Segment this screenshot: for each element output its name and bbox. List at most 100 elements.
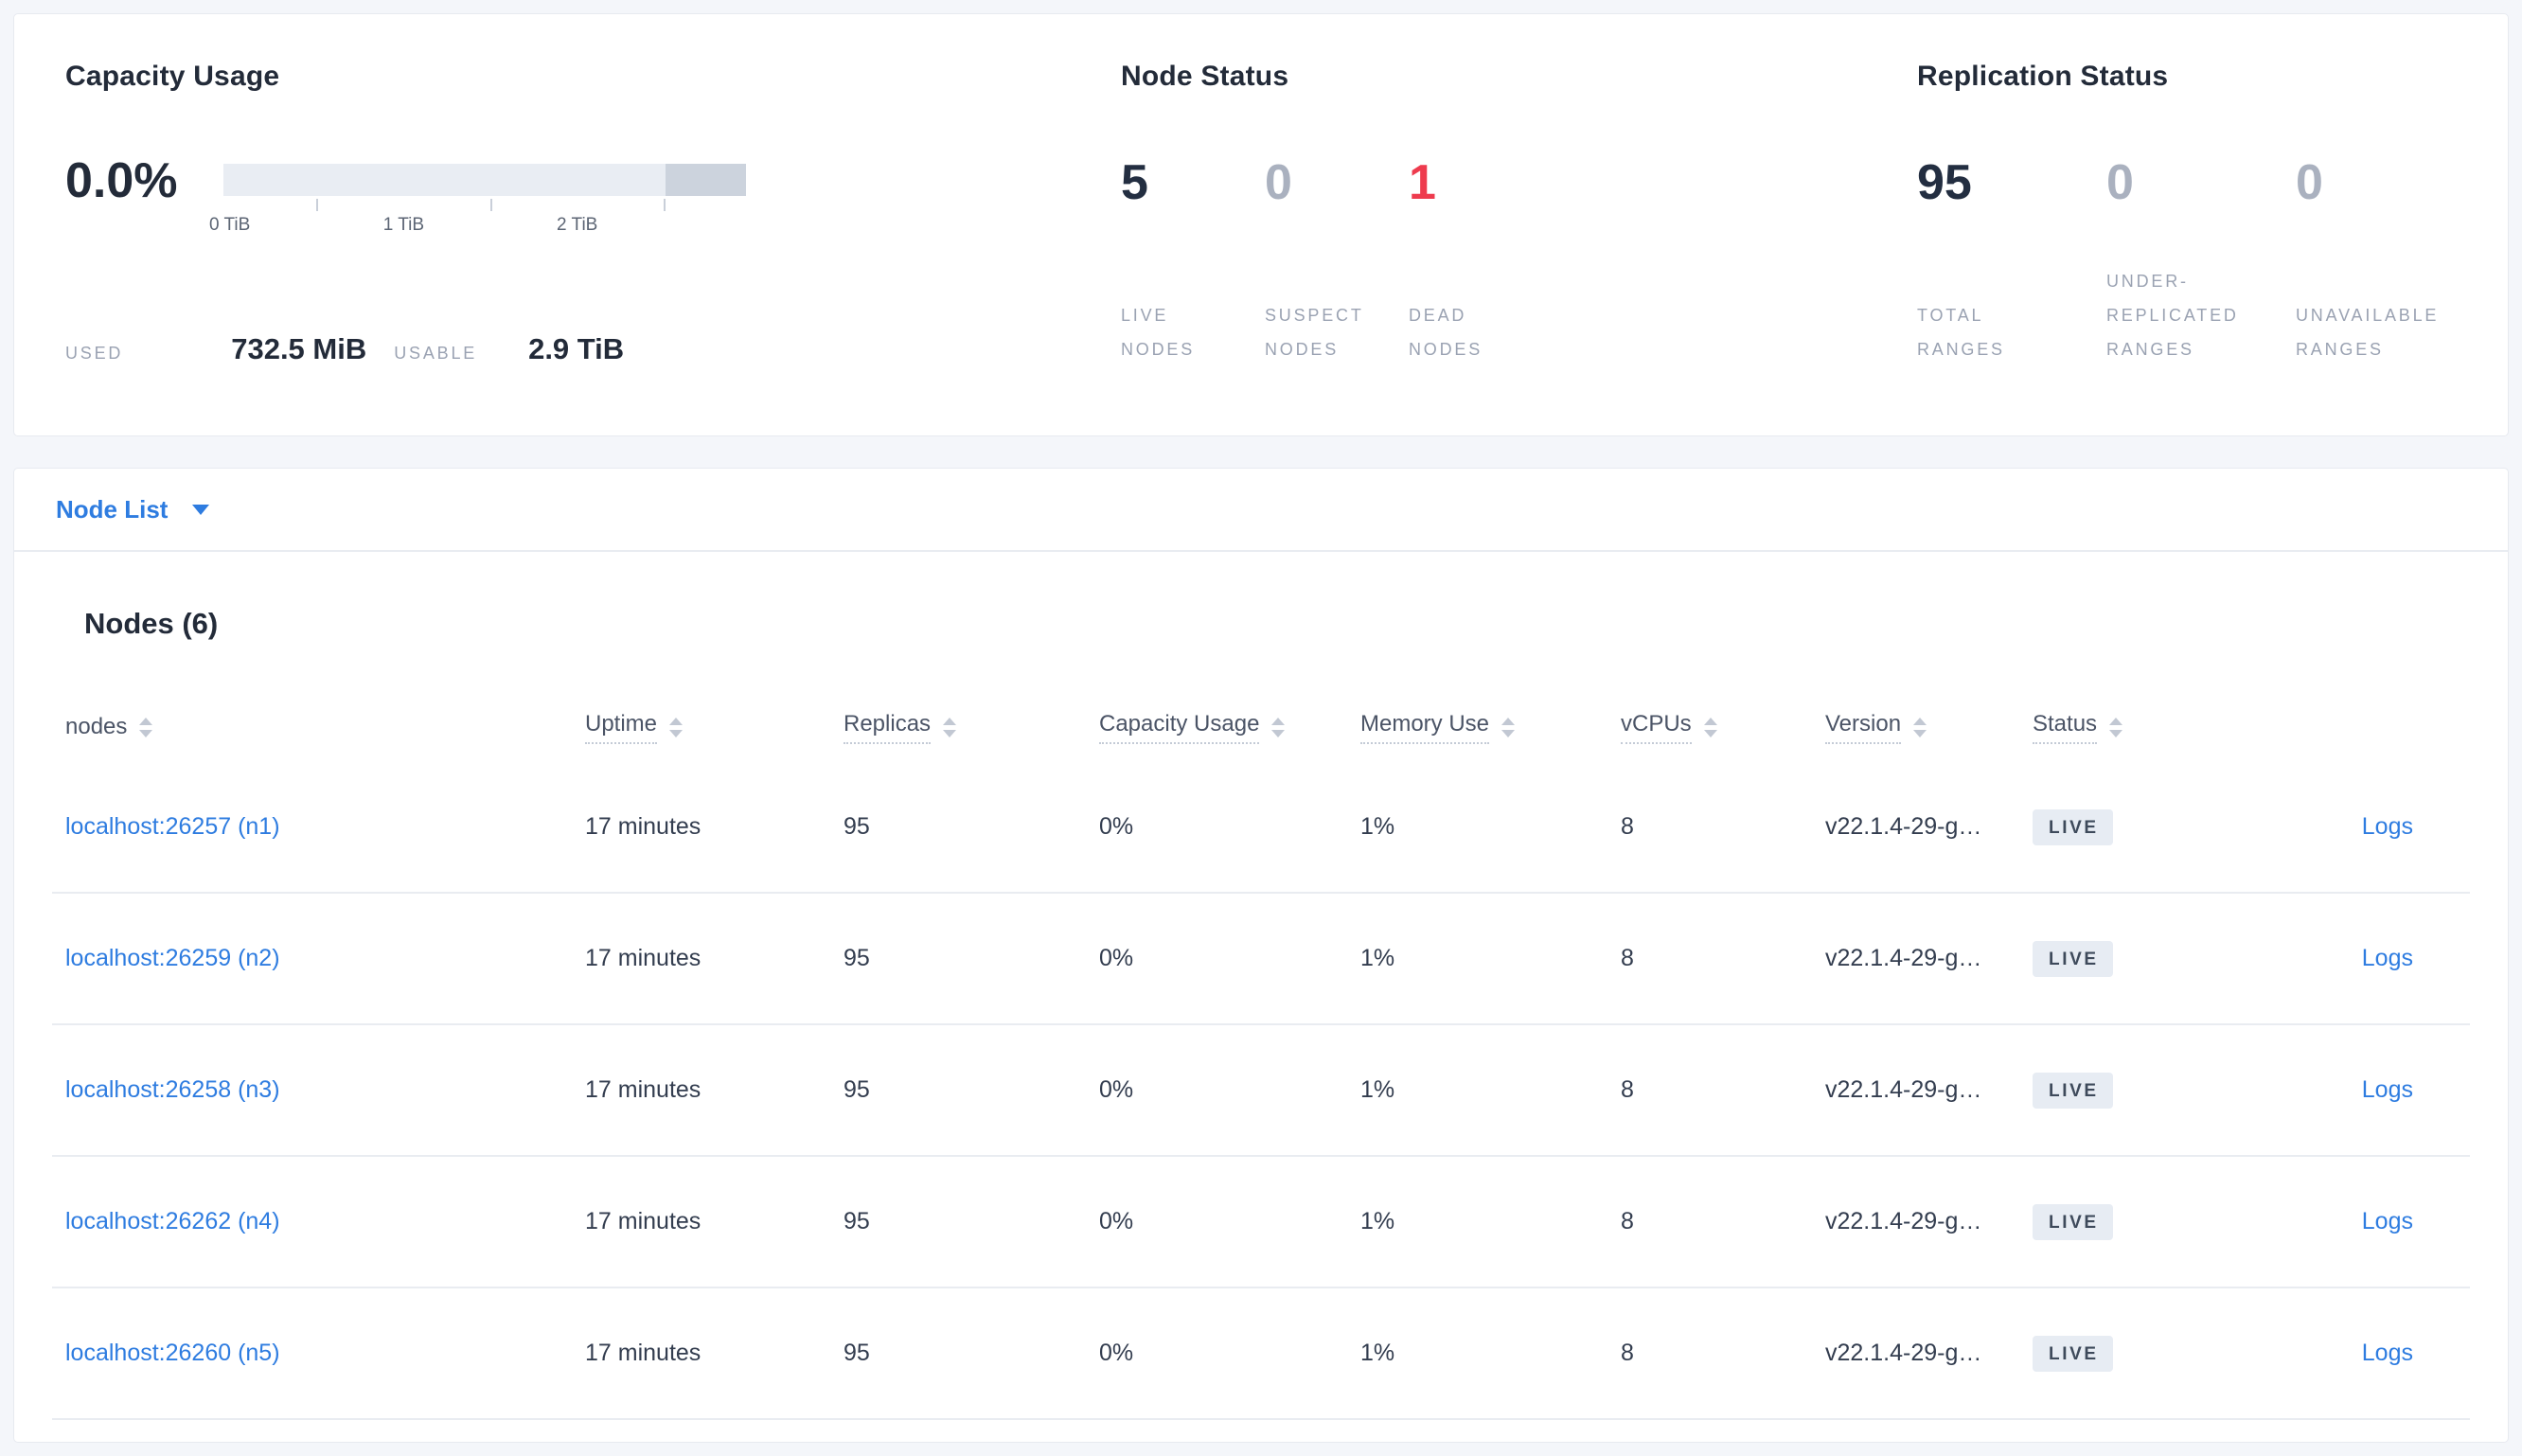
sort-icon[interactable] — [1501, 717, 1516, 737]
used-label: USED — [65, 344, 124, 363]
col-header-vcpus[interactable]: vCPUs — [1621, 711, 1825, 744]
node-cell: localhost:26257 (n1) — [52, 813, 585, 841]
node-cell: localhost:26260 (n5) — [52, 1340, 585, 1367]
version-cell: v22.1.4-29-g… — [1825, 1208, 1982, 1234]
sort-icon[interactable] — [1703, 717, 1717, 737]
sort-icon[interactable] — [1271, 717, 1286, 737]
suspect-nodes-stat: 0 SUSPECT NODES — [1265, 155, 1409, 366]
table-row: localhost:26262 (n4) 17 minutes 95 0% 1%… — [52, 1157, 2470, 1288]
capacity-usage-cell: 0% — [1099, 1076, 1134, 1103]
capacity-gauge: 0.0% 0 TiB 1 TiB 2 TiB — [65, 156, 1121, 245]
vcpus-cell: 8 — [1621, 945, 1634, 971]
status-cell: LIVE — [2033, 940, 2241, 977]
node-link[interactable]: localhost:26257 (n1) — [65, 813, 280, 840]
capacity-usage-cell: 0% — [1099, 813, 1134, 840]
uptime-cell: 17 minutes — [585, 813, 702, 840]
live-nodes-value: 5 — [1121, 155, 1148, 210]
uptime-cell: 17 minutes — [585, 1208, 702, 1234]
axis-tick-label: 1 TiB — [382, 215, 425, 235]
axis-tick — [489, 199, 492, 211]
sort-icon[interactable] — [943, 717, 957, 737]
col-header-capacity-usage[interactable]: Capacity Usage — [1099, 711, 1360, 744]
live-nodes-stat: 5 LIVE NODES — [1121, 155, 1265, 366]
col-label: Capacity Usage — [1099, 711, 1260, 744]
total-ranges-stat: 95 TOTAL RANGES — [1917, 155, 2106, 366]
col-header-replicas[interactable]: Replicas — [844, 711, 1099, 744]
uptime-cell: 17 minutes — [585, 1076, 702, 1103]
chevron-down-icon — [192, 504, 210, 515]
node-cell: localhost:26262 (n4) — [52, 1208, 585, 1235]
col-label: Uptime — [585, 711, 658, 744]
node-status-section: Node Status 5 LIVE NODES 0 SUSPECT NODES… — [1121, 60, 1917, 435]
col-header-nodes[interactable]: nodes — [52, 714, 585, 740]
sort-icon[interactable] — [669, 717, 684, 737]
logs-link[interactable]: Logs — [2361, 1076, 2413, 1103]
col-label: Replicas — [844, 711, 932, 744]
replicas-cell: 95 — [844, 1340, 870, 1366]
status-badge: LIVE — [2033, 808, 2113, 845]
logs-cell: Logs — [2241, 945, 2470, 972]
uptime-cell: 17 minutes — [585, 945, 702, 971]
status-badge: LIVE — [2033, 1335, 2113, 1372]
node-link[interactable]: localhost:26262 (n4) — [65, 1208, 280, 1234]
node-cell: localhost:26259 (n2) — [52, 945, 585, 972]
capacity-bar-track — [223, 164, 746, 196]
col-header-memory-use[interactable]: Memory Use — [1360, 711, 1621, 744]
table-row: localhost:26259 (n2) 17 minutes 95 0% 1%… — [52, 894, 2470, 1025]
logs-link[interactable]: Logs — [2361, 1340, 2413, 1366]
replicas-cell: 95 — [844, 1208, 870, 1234]
col-label: nodes — [65, 714, 128, 739]
dead-nodes-stat: 1 DEAD NODES — [1409, 155, 1553, 366]
capacity-usage-title: Capacity Usage — [65, 61, 280, 92]
under-replicated-ranges-stat: 0 UNDER-REPLICATED RANGES — [2106, 155, 2296, 366]
node-link[interactable]: localhost:26259 (n2) — [65, 945, 280, 971]
live-nodes-label: LIVE NODES — [1121, 306, 1196, 359]
col-label: Status — [2033, 711, 2098, 744]
under-replicated-ranges-label: UNDER-REPLICATED RANGES — [2106, 272, 2239, 359]
vcpus-cell: 8 — [1621, 1340, 1634, 1366]
view-selector-dropdown[interactable]: Node List — [14, 469, 2508, 552]
vcpus-cell: 8 — [1621, 813, 1634, 840]
status-badge: LIVE — [2033, 940, 2113, 977]
table-row: localhost:26260 (n5) 17 minutes 95 0% 1%… — [52, 1288, 2470, 1420]
replication-status-title: Replication Status — [1917, 61, 2169, 92]
logs-link[interactable]: Logs — [2361, 945, 2413, 971]
capacity-used-percent: 0.0% — [65, 153, 178, 208]
nodes-table: nodes Uptime Replicas Capacity Usage Mem… — [52, 692, 2470, 1420]
capacity-usage-cell: 0% — [1099, 1208, 1134, 1234]
sort-icon[interactable] — [2109, 717, 2123, 737]
col-header-uptime[interactable]: Uptime — [585, 711, 844, 744]
axis-tick — [316, 199, 319, 211]
capacity-used-summary: USED 732.5 MiB USABLE 2.9 TiB — [65, 332, 1121, 366]
table-row: localhost:26258 (n3) 17 minutes 95 0% 1%… — [52, 1025, 2470, 1157]
memory-use-cell: 1% — [1360, 945, 1395, 971]
logs-link[interactable]: Logs — [2361, 813, 2413, 840]
status-cell: LIVE — [2033, 1203, 2241, 1240]
col-header-version[interactable]: Version — [1825, 711, 2033, 744]
node-status-stats: 5 LIVE NODES 0 SUSPECT NODES 1 DEAD NODE… — [1121, 155, 1917, 366]
logs-cell: Logs — [2241, 1076, 2470, 1104]
sort-icon[interactable] — [1913, 717, 1927, 737]
usable-value: 2.9 TiB — [528, 332, 625, 365]
vcpus-cell: 8 — [1621, 1076, 1634, 1103]
logs-cell: Logs — [2241, 1340, 2470, 1367]
node-link[interactable]: localhost:26260 (n5) — [65, 1340, 280, 1366]
logs-cell: Logs — [2241, 813, 2470, 841]
axis-tick-label: 0 TiB — [208, 215, 251, 235]
logs-link[interactable]: Logs — [2361, 1208, 2413, 1234]
status-cell: LIVE — [2033, 808, 2241, 845]
capacity-bar-reserved-segment — [666, 164, 746, 196]
capacity-usage-cell: 0% — [1099, 945, 1134, 971]
node-link[interactable]: localhost:26258 (n3) — [65, 1076, 280, 1103]
version-cell: v22.1.4-29-g… — [1825, 945, 1982, 971]
memory-use-cell: 1% — [1360, 813, 1395, 840]
capacity-usage-section: Capacity Usage 0.0% 0 TiB 1 TiB 2 TiB — [65, 60, 1121, 435]
uptime-cell: 17 minutes — [585, 1340, 702, 1366]
node-list-panel: Node List Nodes (6) nodes Uptime Replica… — [13, 468, 2509, 1443]
total-ranges-value: 95 — [1917, 155, 1972, 210]
version-cell: v22.1.4-29-g… — [1825, 1076, 1982, 1103]
unavailable-ranges-stat: 0 UNAVAILABLE RANGES — [2296, 155, 2485, 366]
col-header-status[interactable]: Status — [2033, 711, 2241, 744]
sort-icon[interactable] — [139, 717, 153, 737]
